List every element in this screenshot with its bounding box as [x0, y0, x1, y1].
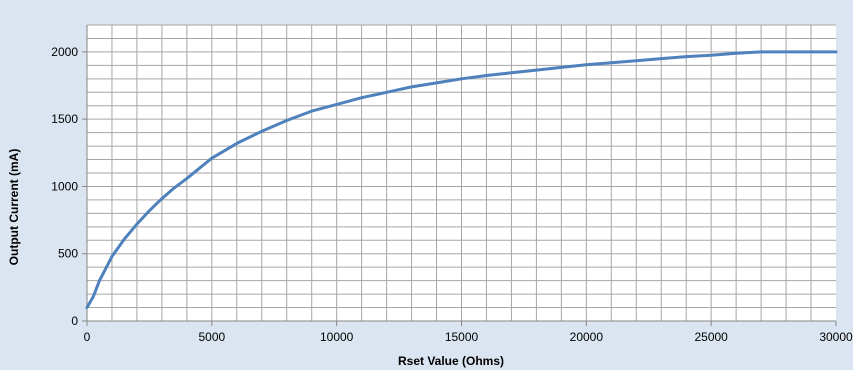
y-tick-label: 2000: [51, 45, 78, 59]
y-tick-label: 1000: [51, 179, 78, 193]
x-tick-label: 10000: [320, 330, 354, 344]
x-tick-label: 25000: [694, 330, 728, 344]
series-line-0: [85, 50, 838, 309]
x-tick-label: 0: [84, 330, 91, 344]
y-axis-title: Output Current (mA): [7, 149, 21, 266]
y-tick-labels: 0 500 1000 1500 2000: [51, 45, 78, 328]
y-tick-label: 1500: [51, 112, 78, 126]
y-tick-label: 0: [71, 314, 78, 328]
y-tick-label: 500: [58, 247, 78, 261]
series: [85, 50, 838, 309]
x-tick-label: 30000: [819, 330, 853, 344]
x-tick-label: 20000: [570, 330, 604, 344]
axes: [82, 25, 837, 326]
x-tick-label: 5000: [198, 330, 225, 344]
x-tick-labels: 0 5000 10000 15000 20000 25000 30000: [84, 330, 853, 344]
x-tick-label: 15000: [445, 330, 479, 344]
x-axis-title: Rset Value (Ohms): [398, 354, 504, 368]
grid: [87, 24, 836, 321]
